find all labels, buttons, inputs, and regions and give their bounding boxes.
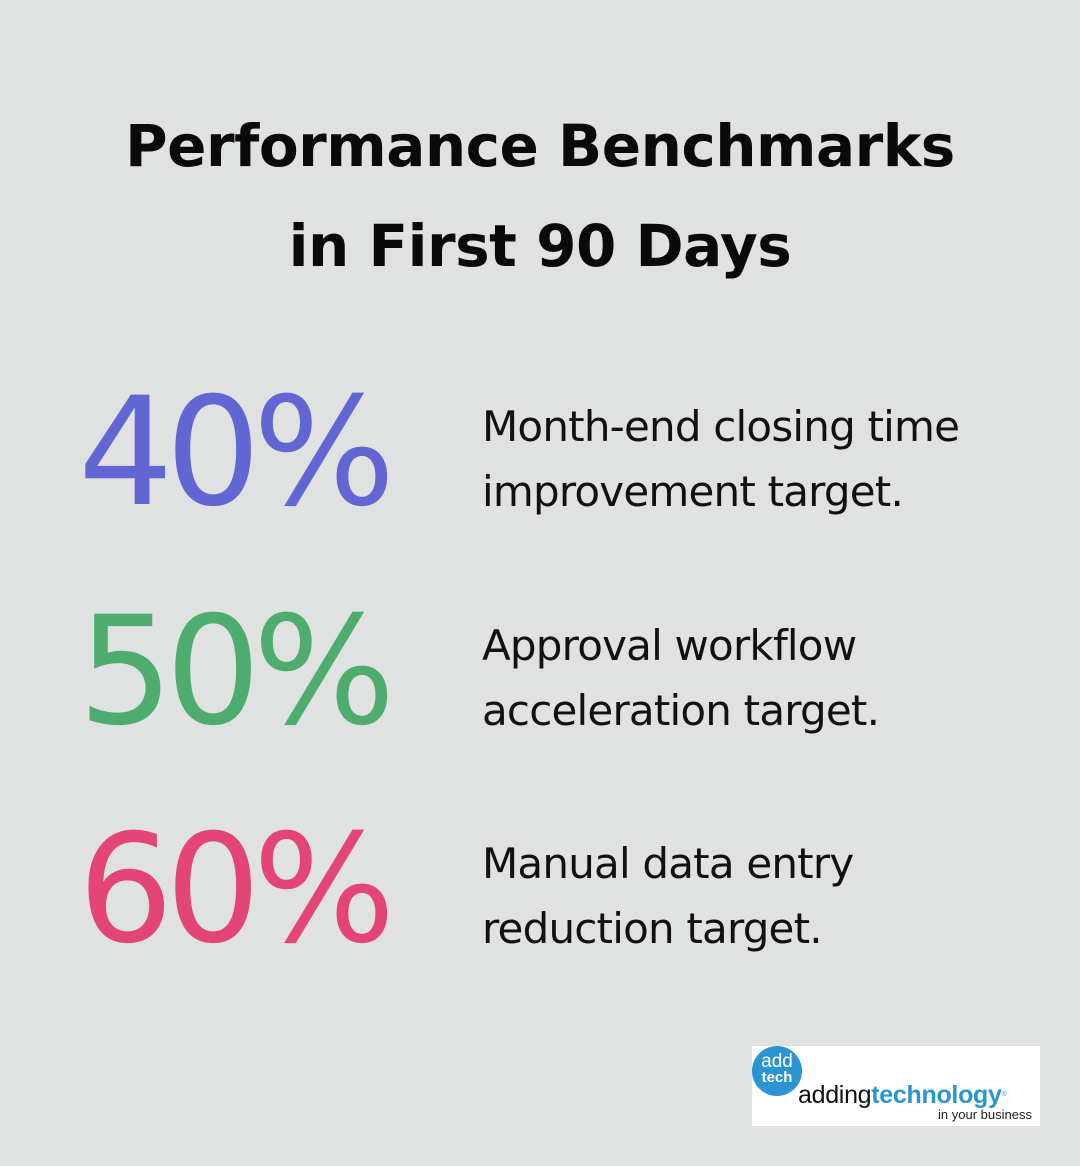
logo-word-bold: technology (871, 1081, 1002, 1109)
title-line-1: Performance Benchmarks (125, 112, 955, 180)
stat-description-line-1: Month-end closing time (482, 402, 960, 451)
logo-word-light: adding (798, 1081, 872, 1109)
stat-description-line-1: Approval workflow (482, 621, 857, 670)
stat-description-line-1: Manual data entry (482, 839, 854, 888)
stat-item-manual-data-entry: 60% Manual data entry reduction target. (0, 815, 1080, 1015)
logo-tagline: in your business (938, 1107, 1032, 1122)
brand-logo: add tech addingtechnology® in your busin… (752, 1046, 1040, 1126)
page-title: Performance Benchmarks in First 90 Days (0, 96, 1080, 296)
registered-mark: ® (1001, 1091, 1007, 1098)
logo-wordmark: addingtechnology® (798, 1081, 1007, 1109)
logo-badge-bottom: tech (761, 1069, 793, 1086)
logo-badge-icon: add tech (752, 1046, 802, 1096)
stat-description-line-2: reduction target. (482, 904, 823, 953)
stat-description: Month-end closing time improvement targe… (482, 394, 1042, 524)
title-line-2: in First 90 Days (288, 212, 792, 280)
stat-value: 40% (78, 366, 395, 540)
stat-description-line-2: improvement target. (482, 467, 904, 516)
stat-value: 50% (78, 585, 395, 759)
stat-value: 60% (78, 803, 395, 977)
stat-item-month-end-closing: 40% Month-end closing time improvement t… (0, 378, 1080, 578)
logo-badge-top: add (761, 1051, 793, 1072)
stat-item-approval-workflow: 50% Approval workflow acceleration targe… (0, 597, 1080, 797)
stat-description: Manual data entry reduction target. (482, 831, 1042, 961)
stat-description: Approval workflow acceleration target. (482, 613, 1042, 743)
stat-description-line-2: acceleration target. (482, 686, 880, 735)
